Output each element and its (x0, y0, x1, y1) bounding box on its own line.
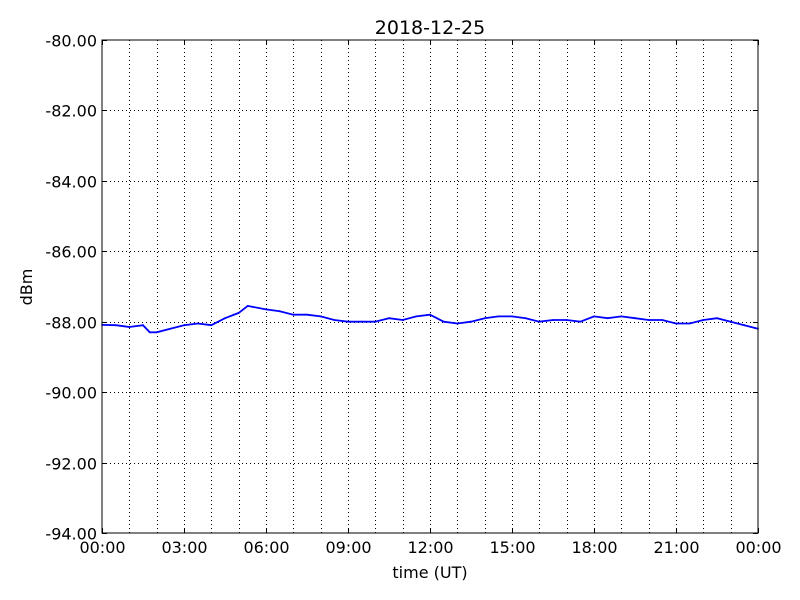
data-point (483, 317, 486, 320)
data-point (688, 322, 691, 325)
data-point (497, 315, 500, 318)
series-group (101, 304, 759, 334)
x-tick-label: 15:00 (489, 538, 535, 557)
data-point (319, 315, 322, 318)
data-point (360, 320, 363, 323)
data-point (237, 312, 240, 314)
data-point (401, 319, 404, 321)
x-tick-label: 09:00 (325, 538, 371, 557)
data-point (442, 320, 445, 323)
y-tick-label: -92.00 (45, 455, 97, 474)
x-tick-label: 00:00 (79, 538, 125, 557)
x-tick-label: 00:00 (735, 538, 781, 557)
data-point (169, 327, 172, 330)
data-point (675, 322, 677, 325)
data-point (429, 313, 431, 316)
y-tick-label: -84.00 (45, 173, 97, 192)
data-point (155, 331, 158, 334)
chart-title: 2018-12-25 (375, 17, 485, 39)
data-point (196, 322, 199, 325)
data-point (593, 315, 595, 318)
data-point (246, 305, 249, 307)
data-point (114, 324, 117, 327)
x-tick-label: 06:00 (243, 538, 289, 557)
data-point (210, 324, 213, 327)
data-point (292, 313, 295, 316)
data-point (634, 317, 636, 320)
data-point (224, 317, 226, 320)
y-axis-label: dBm (17, 269, 36, 306)
data-point (647, 319, 650, 321)
x-tick-label: 12:00 (407, 538, 453, 557)
data-point (374, 320, 377, 323)
data-point (702, 319, 705, 321)
data-point (716, 317, 718, 320)
data-point (388, 317, 390, 320)
y-tick-label: -88.00 (45, 314, 97, 333)
x-tick-label: 18:00 (571, 538, 617, 557)
data-point (347, 320, 349, 323)
y-tick-label: -90.00 (45, 384, 97, 403)
data-point (415, 315, 418, 318)
data-point (333, 319, 336, 321)
data-point (729, 320, 732, 323)
data-point (142, 324, 144, 327)
data-point (565, 319, 568, 321)
plot-frame (101, 39, 759, 534)
signal-line (101, 304, 759, 334)
y-tick-label: -82.00 (45, 102, 97, 121)
data-point (579, 320, 582, 323)
data-point (456, 322, 459, 325)
data-point (148, 331, 151, 334)
data-point (743, 324, 746, 327)
y-tick-label: -94.00 (45, 525, 97, 544)
x-tick-label: 03:00 (161, 538, 207, 557)
data-point (661, 319, 664, 321)
data-point (278, 310, 281, 313)
x-axis-label: time (UT) (392, 563, 467, 582)
y-tick-label: -80.00 (45, 32, 97, 51)
data-point (470, 320, 472, 323)
y-tick-label: -86.00 (45, 243, 97, 262)
data-point (265, 308, 267, 311)
data-point (538, 320, 541, 323)
data-point (620, 315, 623, 318)
data-point (306, 313, 308, 316)
data-point (552, 319, 554, 321)
data-point (606, 317, 609, 320)
data-point (128, 326, 131, 328)
data-point (183, 324, 185, 327)
x-tick-label: 21:00 (653, 538, 699, 557)
data-point (524, 317, 527, 320)
grid (102, 40, 758, 533)
ticks: -80.00 -82.00 -84.00 -86.00 -88.00 -90.00 -92.… (45, 32, 781, 558)
data-point (511, 315, 513, 318)
